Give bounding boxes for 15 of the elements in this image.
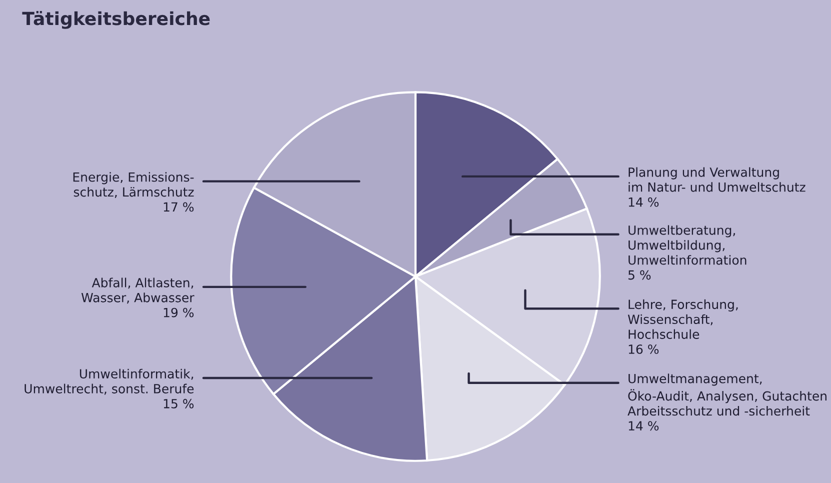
slice-label: Umweltmanagement, Öko-Audit, Analysen, Gutachten Arbeitsschutz und -sicherheit	[628, 374, 826, 416]
slice-label: Abfall, Altlasten, Wasser, Abwasser	[81, 278, 194, 304]
data-label: 15 %	[164, 398, 194, 408]
slice-label: Planung und Verwaltung im Natur- und Umweltschutz	[628, 167, 806, 192]
data-label: 17 %	[164, 202, 194, 212]
slice-label: Lehre, Forschung, Wissenschaft, Hochschule	[628, 299, 738, 339]
slice-label: Umweltberatung, Umweltbildung, Umweltinformation	[628, 225, 746, 265]
data-label: 16 %	[628, 344, 659, 354]
data-label: 5 %	[628, 270, 651, 280]
data-label: 14 %	[628, 421, 659, 431]
data-label: 19 %	[164, 308, 194, 318]
slice-label: Umweltinformatik, Umweltrecht, sonst. Berufe	[24, 368, 194, 395]
chart-title: Tätigkeitsbereiche	[22, 11, 210, 29]
data-label: 14 %	[628, 197, 659, 207]
slice-label: Energie, Emissions- schutz, Lärmschutz	[73, 172, 194, 198]
